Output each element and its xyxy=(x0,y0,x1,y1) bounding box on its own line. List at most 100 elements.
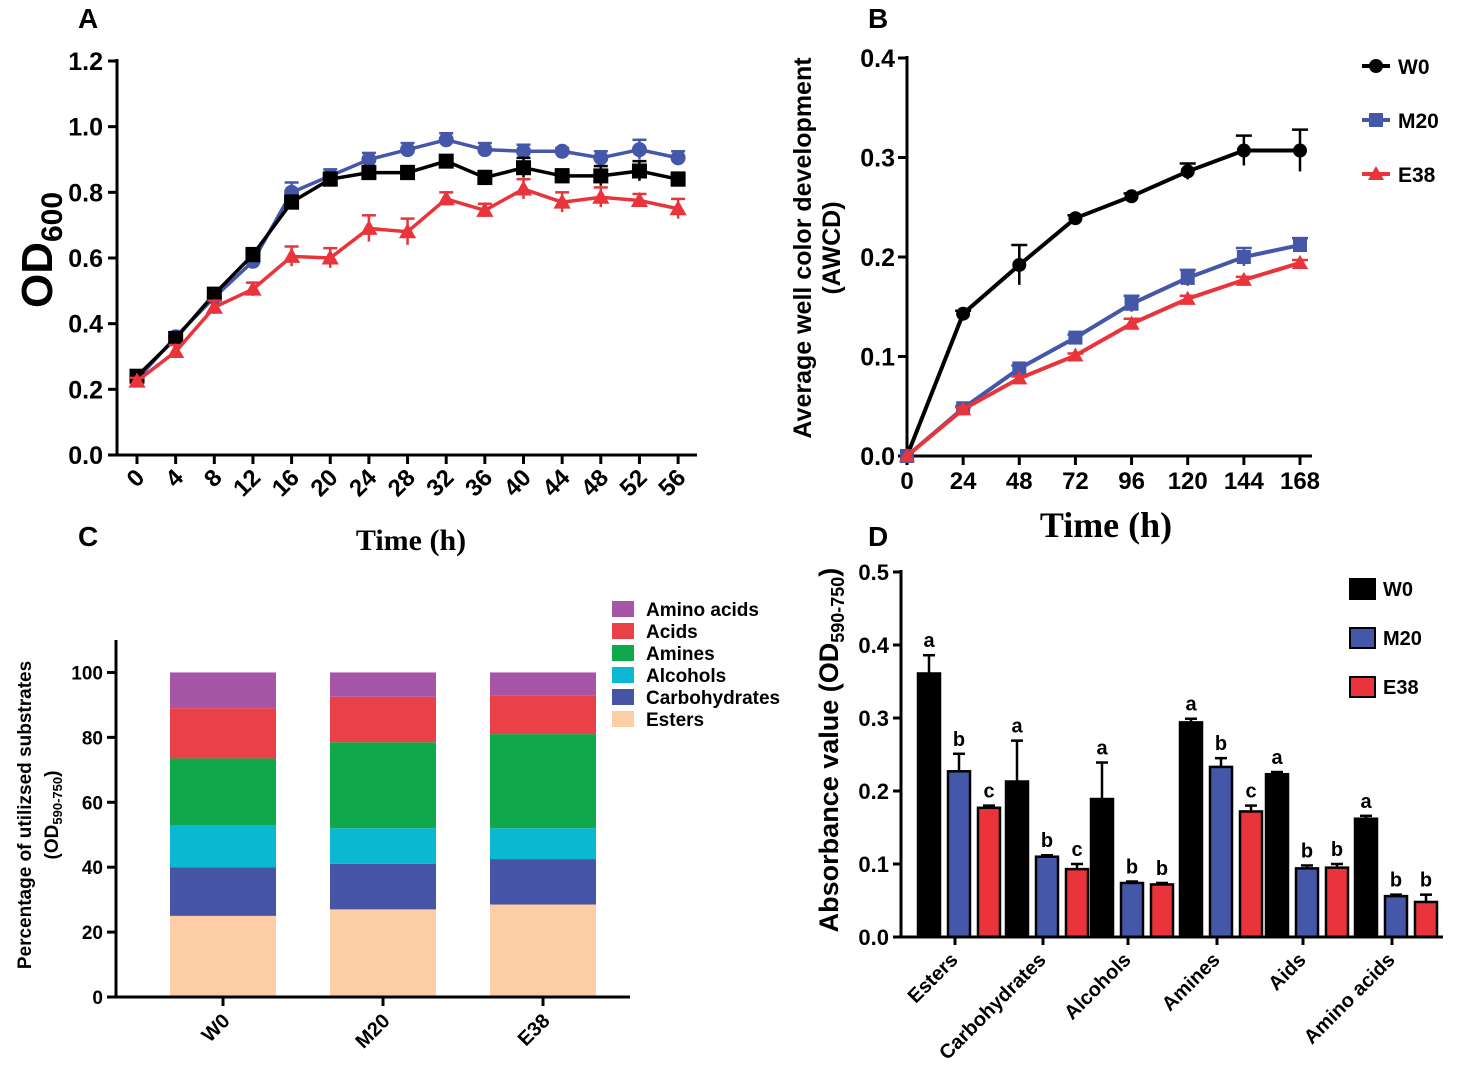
c-bar-segment xyxy=(170,758,276,825)
d-bar-group: c xyxy=(1064,839,1090,939)
b-legend-marker xyxy=(1369,113,1383,127)
a-data-point xyxy=(592,188,610,204)
d-bar-group: b xyxy=(946,729,972,939)
c-y-tick-label: 80 xyxy=(82,728,103,749)
b-data-point xyxy=(1180,270,1195,285)
a-data-point xyxy=(438,132,454,148)
a-data-point xyxy=(245,247,261,263)
a-y-tick-label: 0.2 xyxy=(68,376,103,404)
panel-label-a: A xyxy=(78,3,98,34)
b-x-tick-label: 168 xyxy=(1280,468,1320,495)
d-bar-group: b xyxy=(1149,858,1175,939)
c-legend-item-amines: Amines xyxy=(612,644,715,665)
c-bar-segment xyxy=(330,672,436,697)
d-error-bar xyxy=(1011,739,1023,782)
a-y-tick-label: 1.0 xyxy=(68,114,103,142)
b-data-point xyxy=(956,306,971,321)
b-legend-label: E38 xyxy=(1398,164,1436,187)
b-x-tick-label: 96 xyxy=(1118,468,1145,495)
b-data-point xyxy=(1123,315,1140,330)
c-legend-swatch xyxy=(612,623,634,639)
c-x-tick-label: E38 xyxy=(514,1010,555,1051)
d-significance-letter: a xyxy=(1360,791,1372,813)
b-data-point xyxy=(1235,271,1252,286)
d-significance-letter: c xyxy=(1245,781,1256,803)
a-data-point xyxy=(128,372,146,388)
d-bar-group: a xyxy=(1004,716,1030,939)
a-data-point xyxy=(554,168,570,184)
c-legend-swatch xyxy=(612,689,634,705)
c-bar-segment xyxy=(170,672,276,709)
a-x-tick-label: 52 xyxy=(615,464,653,502)
a-y-tick-label: 0.6 xyxy=(68,245,103,273)
d-bar-group: c xyxy=(976,781,1002,939)
c-legend-label: Alcohols xyxy=(646,666,726,687)
c-y-tick-label: 100 xyxy=(71,663,103,684)
a-y-axis-title: OD600 xyxy=(13,192,69,308)
a-x-tick-label: 12 xyxy=(228,464,266,502)
panel-label-c: C xyxy=(78,521,98,552)
b-series-line xyxy=(905,261,1301,458)
a-data-point xyxy=(516,160,531,176)
d-bar xyxy=(1353,817,1379,939)
c-x-tick-label: W0 xyxy=(198,1010,235,1047)
d-legend-label: E38 xyxy=(1383,677,1419,699)
c-bar-segment xyxy=(330,863,436,910)
c-bar-segment xyxy=(170,915,276,997)
b-legend: W0 M20 E38 xyxy=(1362,56,1439,187)
d-y-tick-label: 0.4 xyxy=(858,633,889,658)
b-data-point xyxy=(1179,290,1196,305)
d-bar xyxy=(1383,894,1409,939)
d-significance-letter: a xyxy=(1096,738,1108,760)
b-y-tick-label: 0.2 xyxy=(860,244,895,272)
a-data-point xyxy=(400,142,416,158)
c-bar-segment xyxy=(170,708,276,759)
c-bar-segment xyxy=(490,859,596,905)
a-data-point xyxy=(670,150,686,166)
b-legend-label: W0 xyxy=(1398,56,1430,79)
b-y-tick-label: 0.1 xyxy=(860,344,895,372)
d-bar xyxy=(1294,867,1320,939)
c-bar-segment xyxy=(490,734,596,829)
a-x-tick-label: 16 xyxy=(267,464,305,502)
a-x-tick-label: 56 xyxy=(653,464,691,502)
a-data-point xyxy=(361,165,377,181)
a-data-point xyxy=(554,143,570,159)
c-series-amines xyxy=(170,734,596,829)
c-series-amino-acids xyxy=(170,672,596,709)
d-significance-letter: a xyxy=(923,630,935,652)
a-data-point xyxy=(593,150,609,166)
a-series-line xyxy=(135,159,679,378)
d-x-tick-label: Amino acids xyxy=(1300,949,1400,1049)
a-x-tick-label: 24 xyxy=(344,464,382,502)
b-x-tick-label: 144 xyxy=(1224,468,1265,495)
b-data-point xyxy=(1124,296,1139,311)
panel-d-absorbance-bar-chart: aaaaaabbbbbbccbcbb0.00.10.20.30.40.5Este… xyxy=(814,560,1443,1064)
a-data-point xyxy=(206,286,222,302)
d-y-tick-label: 0.5 xyxy=(858,560,889,585)
b-series-line xyxy=(905,243,1301,458)
a-x-tick-label: 36 xyxy=(460,464,498,502)
d-bar-group: b xyxy=(1119,857,1145,939)
d-y-tick-label: 0.2 xyxy=(858,779,889,804)
b-data-point xyxy=(1124,189,1139,204)
a-data-point xyxy=(631,142,647,158)
c-y-axis-title-line1: Percentage of utilizsed substrates xyxy=(15,661,36,969)
d-significance-letter: b xyxy=(1331,839,1343,861)
d-bar-group: c xyxy=(1238,781,1264,939)
c-y-tick-label: 0 xyxy=(92,988,103,1009)
a-data-point xyxy=(670,171,686,187)
d-bar-group: a xyxy=(1353,791,1379,939)
b-legend-marker xyxy=(1367,165,1385,181)
d-legend-swatch xyxy=(1349,578,1376,600)
b-legend-item-e38: E38 xyxy=(1362,164,1436,187)
b-data-point xyxy=(1012,257,1027,272)
d-error-bar xyxy=(953,752,965,772)
c-legend: Amino acidsAcidsAminesAlcoholsCarbohydra… xyxy=(612,600,780,731)
d-significance-letter: b xyxy=(1215,733,1227,755)
panel-label-b: B xyxy=(868,3,888,34)
a-y-tick-label: 0.4 xyxy=(68,311,103,339)
d-bar xyxy=(1208,765,1234,939)
d-bar xyxy=(976,806,1002,939)
c-legend-item-alcohols: Alcohols xyxy=(612,666,726,687)
